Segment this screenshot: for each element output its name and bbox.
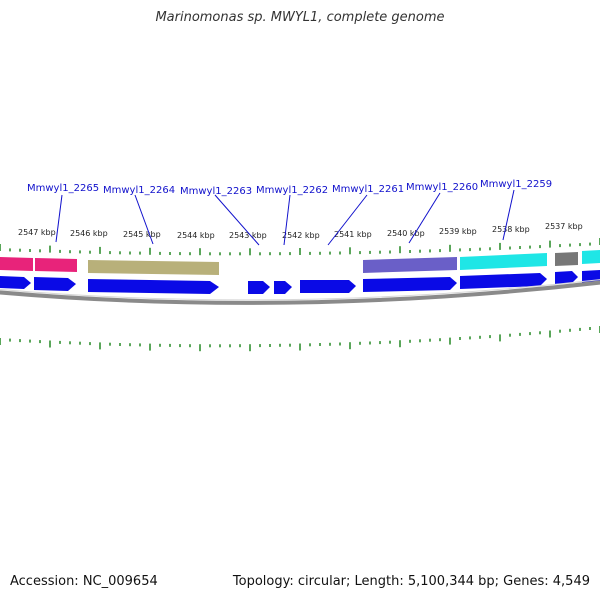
feature-magenta[interactable] [0, 257, 33, 271]
cds-arrow[interactable] [460, 273, 547, 289]
callout-line [283, 194, 291, 246]
callout-line [214, 194, 260, 246]
callout-line [502, 189, 515, 241]
position-label-2545: 2545 kbp [123, 230, 161, 239]
map-title: Marinomonas sp. MWYL1, complete genome [155, 10, 445, 25]
position-label-2544: 2544 kbp [177, 231, 215, 240]
gene-label-2263[interactable]: Mmwyl1_2263 [180, 186, 252, 197]
cds-arrow[interactable] [0, 276, 31, 289]
callout-line [408, 192, 441, 244]
gene-labels: Mmwyl1_2265 Mmwyl1_2264 Mmwyl1_2263 Mmwy… [27, 179, 552, 197]
gene-label-2264[interactable]: Mmwyl1_2264 [103, 185, 175, 196]
cds-arrow[interactable] [555, 271, 578, 284]
cds-arrow[interactable] [34, 277, 76, 291]
gene-label-2260[interactable]: Mmwyl1_2260 [406, 182, 478, 193]
feature-cyan[interactable] [582, 250, 600, 264]
position-label-2538: 2538 kbp [492, 225, 530, 234]
cds-arrow[interactable] [300, 280, 356, 293]
gene-label-2265[interactable]: Mmwyl1_2265 [27, 183, 99, 194]
genome-backbone-highlight [0, 279, 600, 301]
gene-label-2262[interactable]: Mmwyl1_2262 [256, 185, 328, 196]
position-label-2537: 2537 kbp [545, 222, 583, 231]
callout-line [134, 194, 154, 245]
cds-arrow[interactable] [88, 279, 219, 294]
feature-gray[interactable] [555, 252, 578, 266]
cds-arrow[interactable] [248, 281, 270, 294]
cds-track [0, 270, 600, 294]
cds-arrow[interactable] [363, 277, 457, 292]
position-label-2543: 2543 kbp [229, 231, 267, 240]
position-label-2542: 2542 kbp [282, 231, 320, 240]
callout-line [327, 194, 368, 246]
position-labels: 2547 kbp 2546 kbp 2545 kbp 2544 kbp 2543… [18, 222, 583, 240]
gene-callout-lines [55, 189, 515, 246]
position-label-2546: 2546 kbp [70, 229, 108, 238]
feature-magenta[interactable] [35, 258, 77, 272]
feature-cyan[interactable] [460, 253, 547, 270]
gene-label-2259[interactable]: Mmwyl1_2259 [480, 179, 552, 190]
accession-text: Accession: NC_009654 [10, 574, 158, 589]
feature-purple[interactable] [363, 257, 457, 273]
gene-label-2261[interactable]: Mmwyl1_2261 [332, 184, 404, 195]
outer-tick-ring [0, 238, 600, 256]
cds-arrow[interactable] [274, 281, 292, 294]
genome-backbone [0, 280, 600, 305]
cog-color-track [0, 250, 600, 275]
position-label-2539: 2539 kbp [439, 227, 477, 236]
callout-line [55, 194, 63, 243]
position-label-2547: 2547 kbp [18, 228, 56, 237]
position-label-2540: 2540 kbp [387, 229, 425, 238]
feature-olive[interactable] [88, 260, 219, 275]
position-label-2541: 2541 kbp [334, 230, 372, 239]
genome-summary-text: Topology: circular; Length: 5,100,344 bp… [232, 574, 590, 589]
inner-tick-ring [0, 326, 600, 352]
